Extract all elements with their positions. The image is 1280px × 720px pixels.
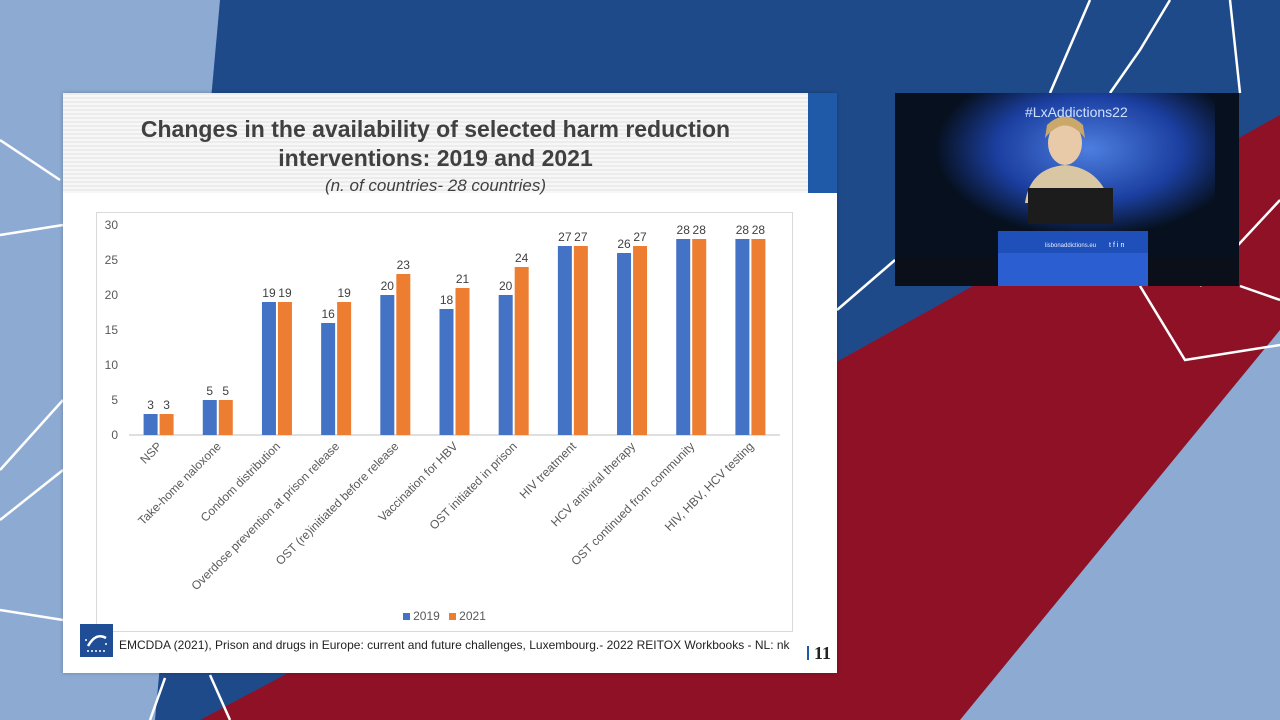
data-label-2019: 16 xyxy=(321,307,335,321)
bar-2021 xyxy=(337,302,352,435)
data-label-2019: 18 xyxy=(440,293,454,307)
bar-2021 xyxy=(751,239,766,435)
bar-2021 xyxy=(514,267,529,435)
data-label-2021: 28 xyxy=(752,223,766,237)
page-number: 11 xyxy=(814,643,832,663)
legend-item-2019: 2019 xyxy=(403,609,440,623)
y-tick-label: 15 xyxy=(105,323,119,337)
bar-2019 xyxy=(735,239,750,435)
podium-url: lisbonaddictions.eu xyxy=(1045,243,1097,249)
bar-2019 xyxy=(321,323,336,435)
data-label-2019: 19 xyxy=(262,286,276,300)
data-label-2019: 20 xyxy=(381,279,395,293)
event-hashtag: #LxAddictions22 xyxy=(1025,104,1128,120)
data-label-2021: 24 xyxy=(515,251,529,265)
chart-legend: 2019 2021 xyxy=(97,609,792,623)
slide-title-line-2: interventions: 2019 and 2021 xyxy=(278,145,593,171)
y-tick-label: 30 xyxy=(105,218,119,232)
data-label-2021: 5 xyxy=(222,384,229,398)
bar-2021 xyxy=(633,246,648,435)
y-tick-label: 10 xyxy=(105,358,119,372)
page-number-bar xyxy=(807,646,809,660)
title-accent-bar xyxy=(808,93,837,193)
bar-2021 xyxy=(159,414,174,435)
source-footnote: EMCDDA (2021), Prison and drugs in Europ… xyxy=(119,638,790,652)
data-label-2019: 20 xyxy=(499,279,513,293)
y-tick-label: 0 xyxy=(111,428,118,442)
data-label-2021: 27 xyxy=(633,230,647,244)
data-label-2021: 19 xyxy=(278,286,292,300)
data-label-2021: 27 xyxy=(574,230,588,244)
legend-item-2021: 2021 xyxy=(449,609,486,623)
data-label-2021: 3 xyxy=(163,398,170,412)
bar-2021 xyxy=(455,288,470,435)
data-label-2021: 19 xyxy=(337,286,351,300)
bar-2019 xyxy=(617,253,632,435)
bar-2019 xyxy=(380,295,395,435)
data-label-2019: 28 xyxy=(736,223,750,237)
bar-2019 xyxy=(439,309,454,435)
slide-subtitle: (n. of countries- 28 countries) xyxy=(324,176,547,195)
presentation-slide: Changes in the availability of selected … xyxy=(63,93,837,673)
linkedin-icon: in xyxy=(1116,242,1127,249)
bar-2021 xyxy=(218,400,233,435)
data-label-2019: 3 xyxy=(147,398,154,412)
facebook-icon: f xyxy=(1112,242,1117,249)
twitter-icon: t xyxy=(1109,242,1113,249)
bar-2019 xyxy=(676,239,691,435)
bar-2019 xyxy=(261,302,276,435)
bar-2021 xyxy=(573,246,588,435)
x-tick-label: OST continued from community xyxy=(568,439,697,568)
slide-title: Changes in the availability of selected … xyxy=(63,115,808,173)
title-band xyxy=(63,93,808,193)
data-label-2019: 27 xyxy=(558,230,572,244)
bar-2021 xyxy=(277,302,292,435)
emcdda-logo xyxy=(80,624,113,657)
bar-2019 xyxy=(143,414,158,435)
data-label-2021: 28 xyxy=(693,223,707,237)
legend-label-2019: 2019 xyxy=(413,609,440,623)
bar-2019 xyxy=(498,295,513,435)
data-label-2019: 28 xyxy=(677,223,691,237)
data-label-2021: 23 xyxy=(397,258,411,272)
chart-frame: 0 5 10 15 20 25 30 3 3 NSP 5 5 Take-home naloxone 19 1… xyxy=(96,212,793,632)
legend-swatch-2019 xyxy=(403,613,411,621)
x-tick-label: OST (re)initiated before release xyxy=(273,439,402,568)
bar-2019 xyxy=(202,400,217,435)
stage-scene xyxy=(895,93,1239,286)
legend-label-2021: 2021 xyxy=(459,609,486,623)
data-label-2021: 21 xyxy=(456,272,470,286)
x-tick-label: NSP xyxy=(137,439,164,466)
bar-2021 xyxy=(692,239,707,435)
data-label-2019: 26 xyxy=(617,237,631,251)
social-icons: tfin xyxy=(1109,242,1126,249)
speaker-video-feed: #LxAddictions22 lisbonaddictions.eu tfin xyxy=(895,93,1239,286)
legend-swatch-2021 xyxy=(449,613,457,621)
data-label-2019: 5 xyxy=(206,384,213,398)
y-tick-label: 20 xyxy=(105,288,119,302)
x-tick-label: HIV treatment xyxy=(517,439,580,502)
slide-title-line-1: Changes in the availability of selected … xyxy=(140,116,731,142)
bar-2019 xyxy=(557,246,572,435)
y-tick-label: 5 xyxy=(111,393,118,407)
bar-2021 xyxy=(396,274,411,435)
y-tick-label: 25 xyxy=(105,253,119,267)
